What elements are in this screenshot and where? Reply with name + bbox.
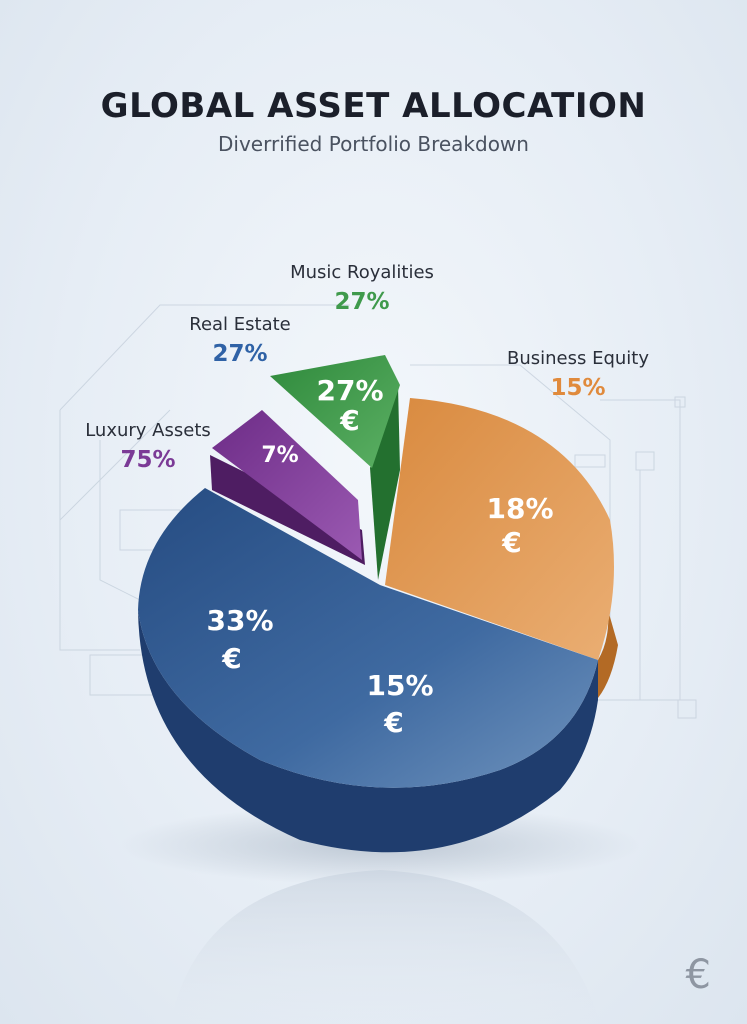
slice-blue-large bbox=[138, 488, 598, 788]
callout-music-royalities: Music Royalities 27% bbox=[262, 262, 462, 315]
slice-blue-large-side bbox=[138, 610, 598, 853]
slice-luxury-assets-value-label: 7% bbox=[261, 443, 298, 468]
slice-music-royalities-side bbox=[370, 385, 400, 580]
slice-business-equity bbox=[385, 398, 614, 660]
slice-business-equity-value-label: 18% bbox=[486, 492, 553, 525]
slice-music-royalities-value-label: 27% bbox=[316, 374, 383, 407]
callout-luxury-assets: Luxury Assets 75% bbox=[58, 420, 238, 473]
callout-business-equity: Business Equity 15% bbox=[478, 348, 678, 401]
callout-real-estate: Real Estate 27% bbox=[150, 314, 330, 367]
slice-blue-large-euro-icon: € bbox=[221, 642, 241, 675]
slice-blue-small-euro-icon: € bbox=[383, 706, 403, 739]
callout-real-estate-label: Real Estate bbox=[189, 314, 291, 335]
slice-luxury-assets bbox=[212, 410, 362, 560]
slice-music-royalities bbox=[270, 355, 400, 468]
callout-music-royalities-value: 27% bbox=[334, 289, 390, 315]
slice-blue-large-value-label: 33% bbox=[206, 604, 273, 637]
callout-business-equity-label: Business Equity bbox=[506, 348, 649, 369]
chart-title: GLOBAL ASSET ALLOCATION bbox=[100, 86, 647, 126]
slice-music-royalities-euro-icon: € bbox=[339, 404, 359, 437]
euro-icon: € bbox=[685, 952, 711, 998]
callout-music-royalities-label: Music Royalities bbox=[290, 262, 434, 283]
callout-business-equity-value: 15% bbox=[550, 375, 606, 401]
callout-real-estate-value: 27% bbox=[212, 341, 268, 367]
slice-business-equity-side bbox=[598, 610, 618, 698]
chart-subtitle: Diverrified Portfolio Breakdown bbox=[218, 132, 529, 156]
slice-luxury-assets-side bbox=[210, 455, 365, 565]
slice-blue-small-value-label: 15% bbox=[366, 669, 433, 702]
callout-luxury-assets-value: 75% bbox=[120, 447, 176, 473]
slice-business-equity-euro-icon: € bbox=[501, 526, 521, 559]
pie-reflection bbox=[170, 870, 600, 1024]
callout-luxury-assets-label: Luxury Assets bbox=[85, 420, 211, 441]
